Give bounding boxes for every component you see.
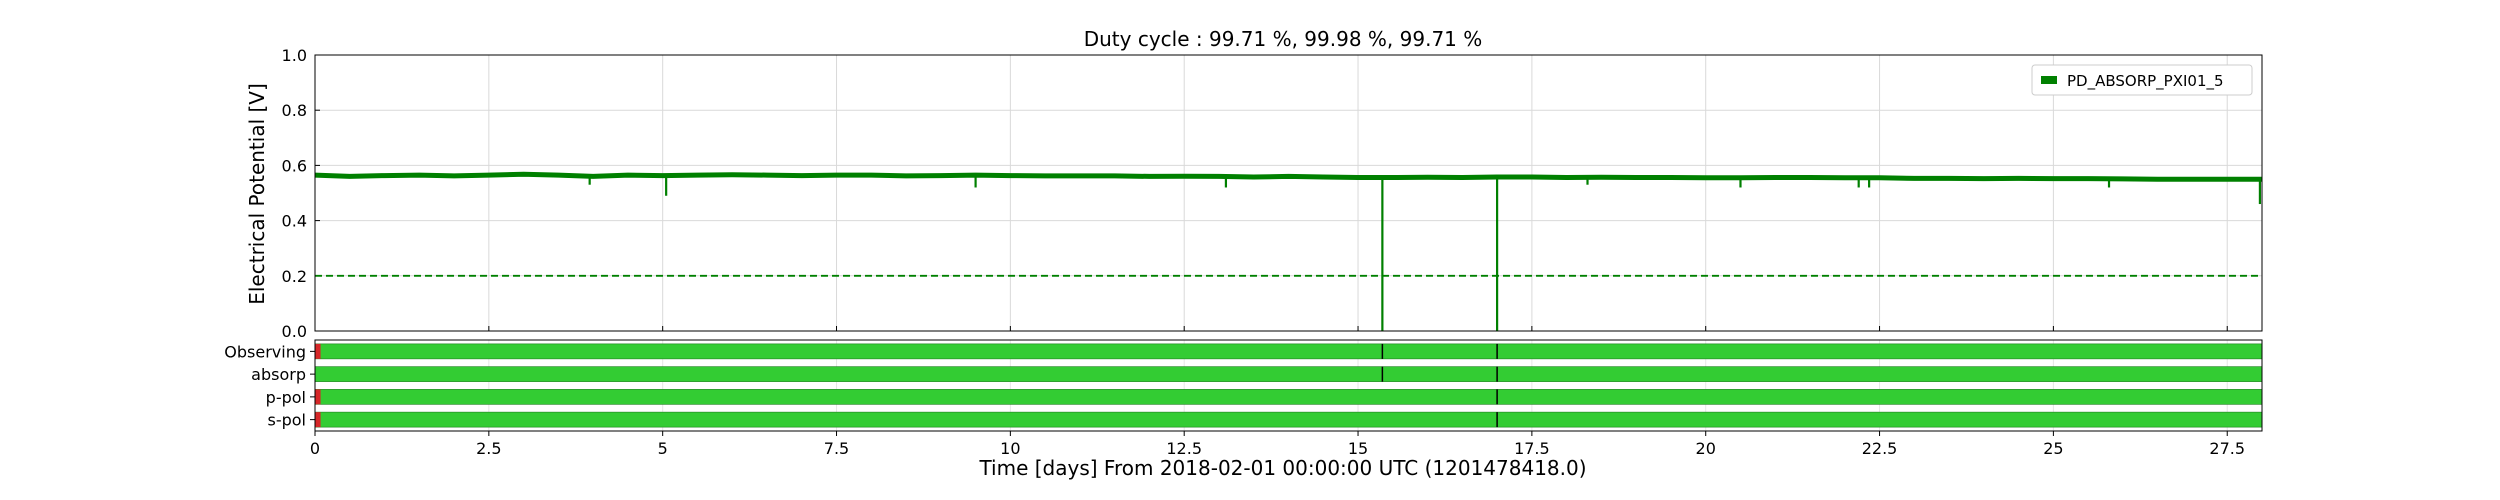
legend-box: [2031, 64, 2253, 96]
x-tick-label: 22.5: [1862, 439, 1898, 458]
legend: PD_ABSORP_PXI01_5: [2031, 64, 2253, 96]
segment-gap: [315, 343, 321, 359]
x-tick-label: 0: [310, 439, 320, 458]
legend-swatch: [2041, 76, 2057, 84]
x-tick-label: 10: [1000, 439, 1020, 458]
x-tick-label: 15: [1348, 439, 1368, 458]
segment-row-label: p-pol: [266, 388, 306, 407]
segment-gap: [315, 389, 321, 405]
x-tick-label: 20: [1696, 439, 1716, 458]
main-plot-area: 0.0 0.2 0.4 0.6 0.8 1.0 PD_ABSORP_PXI01_5: [282, 46, 2263, 341]
x-axis-label: Time [days] From 2018-02-01 00:00:00 UTC…: [978, 456, 1586, 480]
x-tick-label: 12.5: [1166, 439, 1202, 458]
y-axis-label: Electrical Potential [V]: [245, 83, 269, 305]
y-tick-label: 0.4: [282, 212, 307, 231]
segment-row-label: absorp: [251, 365, 306, 384]
y-tick-label: 0.8: [282, 101, 307, 120]
y-tick-label: 0.0: [282, 322, 307, 341]
series-line: [314, 171, 2262, 182]
legend-label: PD_ABSORP_PXI01_5: [2067, 72, 2224, 91]
x-tick-label: 5: [658, 439, 668, 458]
chart-title: Duty cycle : 99.71 %, 99.98 %, 99.71 %: [1084, 27, 1483, 51]
x-tick-label: 7.5: [824, 439, 849, 458]
segment-row-label: s-pol: [268, 411, 307, 430]
segment-bar: [314, 366, 2263, 382]
y-tick-label: 1.0: [282, 46, 307, 65]
segment-frame: [314, 339, 2263, 432]
segment-row-label: Observing: [224, 342, 306, 361]
segment-bar: [314, 343, 2263, 360]
segment-gap: [315, 412, 321, 428]
plot-frame: [314, 54, 2263, 332]
x-tick-label: 27.5: [2209, 439, 2245, 458]
x-tick-label: 17.5: [1514, 439, 1550, 458]
x-tick-label: 25: [2043, 439, 2063, 458]
segment-bar: [314, 389, 2263, 405]
y-tick-label: 0.6: [282, 156, 307, 175]
y-tick-label: 0.2: [282, 267, 307, 286]
x-tick-label: 2.5: [476, 439, 501, 458]
segment-bar: [314, 411, 2263, 428]
